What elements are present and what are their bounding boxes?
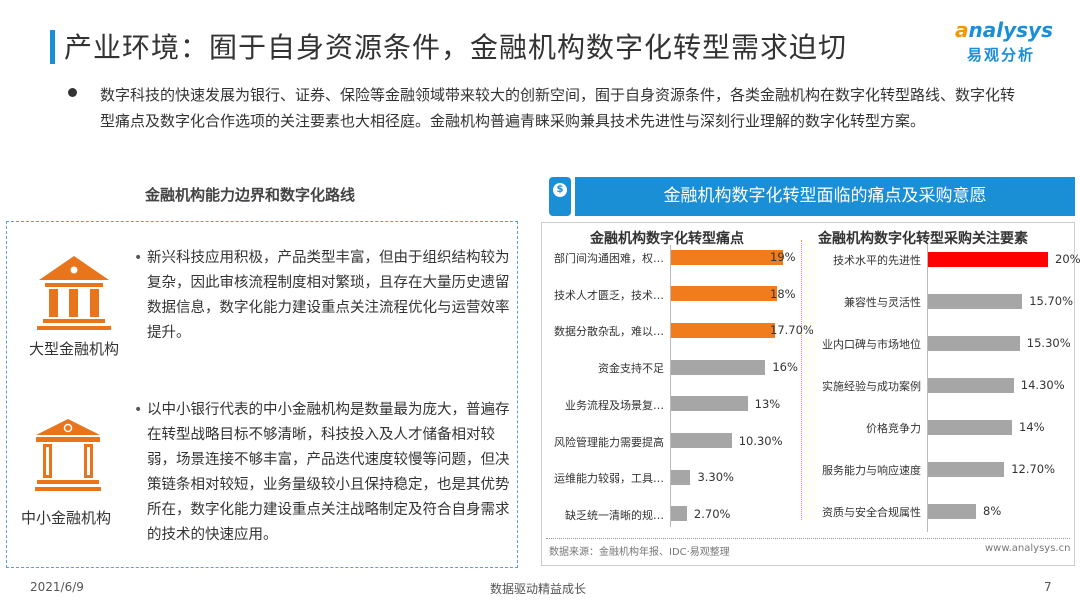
footer-date: 2021/6/9 [30, 580, 84, 594]
category-label: 资金支持不足 [598, 362, 664, 376]
bar [928, 251, 1048, 267]
chart-panel [541, 222, 1075, 566]
category-label: 缺乏统一清晰的规… [565, 508, 664, 522]
data-label: 14.30% [1020, 378, 1065, 392]
source-divider [546, 538, 1070, 539]
category-label: 兼容性与灵活性 [844, 296, 921, 309]
bar [671, 469, 691, 485]
bar [928, 461, 1005, 477]
category-label: 风险管理能力需要提高 [554, 435, 664, 449]
chart1-axis [670, 245, 671, 527]
bar [928, 377, 1014, 393]
footer-slogan: 数据驱动精益成长 [490, 582, 587, 596]
category-label: 实施经验与成功案例 [822, 380, 921, 393]
small-institution-text: 以中小银行代表的中小金融机构是数量最为庞大，普遍存在转型战略目标不够清晰，科技投… [147, 402, 510, 543]
bar [671, 286, 778, 302]
dollar-icon: $ [549, 177, 571, 216]
data-label: 2.70% [693, 506, 731, 521]
bar [671, 322, 776, 338]
data-label: 3.30% [697, 470, 734, 485]
bar [928, 335, 1020, 351]
page-number: 7 [1044, 580, 1052, 594]
category-label: 技术水平的先进性 [833, 254, 921, 267]
data-label: 19% [770, 250, 796, 264]
data-label: 10.30% [738, 433, 783, 448]
website: www.analysys.cn [985, 543, 1071, 554]
category-label: 数据分散杂乱，难以… [554, 325, 664, 339]
large-institution-text: 新兴科技应用积极，产品类型丰富，但由于组织结构较为复杂，因此审核流程制度相对繁琐… [147, 250, 510, 341]
small-bank-icon [35, 419, 101, 491]
data-label: 15.70% [1029, 294, 1074, 308]
page-title: 产业环境：囿于自身资源条件，金融机构数字化转型需求迫切 [64, 31, 848, 64]
data-label: 18% [770, 286, 796, 301]
bar [671, 396, 748, 412]
category-label: 资质与安全合规属性 [822, 506, 921, 519]
category-label: 部门间沟通困难，权… [554, 252, 664, 265]
category-label: 服务能力与响应速度 [822, 464, 921, 477]
data-label: 20% [1055, 252, 1080, 266]
large-institution-label: 大型金融机构 [29, 340, 120, 358]
chart2-axis [927, 245, 928, 532]
bar [928, 293, 1023, 309]
bar [671, 506, 687, 522]
data-label: 8% [983, 504, 1002, 518]
data-label: 13% [754, 396, 781, 411]
panel-title: 金融机构数字化转型面临的痛点及采购意愿 [575, 177, 1075, 216]
intro-text: 数字科技的快速发展为银行、证券、保险等金融领域带来较大的创新空间，囿于自身资源条… [100, 86, 1016, 130]
category-label: 价格竞争力 [866, 422, 921, 435]
large-bank-icon [37, 256, 111, 330]
category-label: 业务流程及场景复… [565, 398, 664, 412]
category-label: 技术人才匮乏，技术… [554, 288, 664, 302]
bar [928, 419, 1012, 435]
bar [671, 249, 783, 265]
data-label: 14% [1019, 420, 1045, 434]
bullet: • [134, 402, 143, 418]
chart1-title: 金融机构数字化转型痛点 [590, 231, 744, 247]
title-accent-bar [50, 30, 55, 64]
bar [928, 503, 976, 519]
data-label: 15.30% [1026, 336, 1071, 350]
category-label: 运维能力较弱，工具… [554, 472, 664, 486]
chart-divider [801, 240, 802, 520]
data-label: 12.70% [1011, 462, 1056, 476]
bullet: • [134, 250, 143, 266]
analysys-logo: analysys 易观分析 [955, 18, 1053, 64]
data-source: 数据来源：金融机构年报、IDC·易观整理 [549, 547, 730, 558]
chart2-title: 金融机构数字化转型采购关注要素 [818, 231, 1028, 247]
bullet-icon [68, 88, 77, 97]
data-label: 16% [772, 360, 798, 375]
small-institution-label: 中小金融机构 [21, 509, 112, 527]
left-section-title: 金融机构能力边界和数字化路线 [145, 186, 356, 204]
category-label: 业内口碑与市场地位 [822, 338, 921, 351]
institution-box: 大型金融机构 • 新兴科技应用积极，产品类型丰富，但由于组织结构较为复杂，因此审… [6, 221, 518, 568]
data-label: 17.70% [770, 323, 814, 338]
bar [671, 359, 766, 375]
bar [671, 433, 732, 448]
